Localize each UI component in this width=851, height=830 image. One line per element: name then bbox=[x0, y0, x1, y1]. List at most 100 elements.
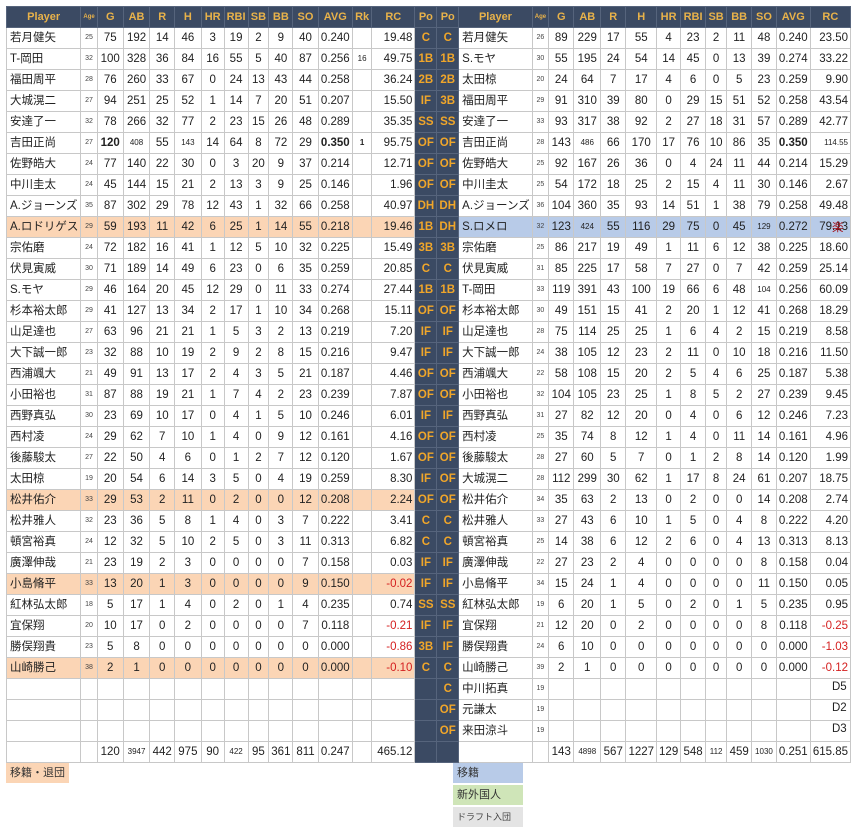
stat-g: 119 bbox=[548, 279, 575, 301]
stat-so: 8 bbox=[751, 552, 777, 574]
stat-h: 67 bbox=[174, 69, 202, 91]
stat-rc: 8.30 bbox=[371, 468, 416, 490]
column-header: RC bbox=[809, 6, 851, 28]
position-right: OF bbox=[436, 699, 460, 721]
stat-rc: 4.16 bbox=[371, 426, 416, 448]
player-age: 31 bbox=[531, 258, 550, 280]
table-row: 山崎勝己 38 2 1 0 0 0 0 0 0 0 0.000 -0.10 C C 山崎勝己 39 2 1 0 0 0 0 0… bbox=[5, 657, 851, 679]
stat-rbi: 76 bbox=[680, 132, 706, 154]
stat-ab: 105 bbox=[573, 384, 602, 406]
player-name: 紅林弘太郎 bbox=[458, 594, 533, 616]
player-name: 福田周平 bbox=[458, 90, 533, 112]
stat-sb bbox=[247, 678, 270, 700]
stat-sb: 0 bbox=[704, 342, 728, 364]
stat-bb: 12 bbox=[726, 237, 753, 259]
stat-avg: 0.118 bbox=[775, 615, 811, 637]
stat-rc: 15.11 bbox=[371, 300, 416, 322]
stat-sb: 1 bbox=[247, 300, 270, 322]
stat-rbi: 43 bbox=[223, 195, 249, 217]
stat-ab: 193 bbox=[122, 216, 151, 238]
table-row: 廣澤伸哉 21 23 19 2 3 0 0 0 0 7 0.158 0.03 IF IF 廣澤伸哉 22 27 23… bbox=[5, 552, 851, 574]
stat-rk bbox=[352, 69, 373, 91]
stat-hr: 4 bbox=[656, 27, 682, 49]
stat-rbi: 0 bbox=[680, 552, 706, 574]
stat-rc: 6.82 bbox=[371, 531, 416, 553]
stat-avg: 0.258 bbox=[775, 90, 811, 112]
stat-so: 52 bbox=[751, 90, 777, 112]
stat-h bbox=[625, 699, 658, 721]
stat-so: 39 bbox=[751, 48, 777, 70]
stat-g: 32 bbox=[96, 342, 124, 364]
stat-rbi: 4 bbox=[680, 153, 706, 175]
stat-bb: 8 bbox=[726, 447, 753, 469]
stat-avg: 0.146 bbox=[317, 174, 354, 196]
stat-rbi: 19 bbox=[223, 27, 249, 49]
stat-h: 49 bbox=[625, 237, 658, 259]
stat-rc: 1.67 bbox=[371, 447, 416, 469]
player-age: 31 bbox=[531, 405, 550, 427]
player-age: 22 bbox=[531, 552, 550, 574]
stat-so: 23 bbox=[292, 384, 319, 406]
player-age: 29 bbox=[80, 279, 98, 301]
stat-ab: 217 bbox=[573, 237, 602, 259]
stat-ab: 114 bbox=[573, 321, 602, 343]
stat-rk bbox=[352, 342, 373, 364]
stat-bb: 7 bbox=[726, 258, 753, 280]
stat-rc: 49.48 bbox=[809, 195, 851, 217]
stat-so: 42 bbox=[751, 258, 777, 280]
stat-so: 0 bbox=[292, 657, 319, 679]
stat-r: 14 bbox=[149, 258, 176, 280]
stat-sb: 4 bbox=[247, 384, 270, 406]
stat-rc: 1.96 bbox=[371, 174, 416, 196]
stat-r bbox=[149, 678, 176, 700]
stat-rbi: 11 bbox=[680, 237, 706, 259]
table-row: 松井佑介 33 29 53 2 11 0 2 0 0 12 0.208 2.24 OF OF 松井佑介 34 35… bbox=[5, 489, 851, 511]
stat-r bbox=[600, 699, 627, 721]
stat-avg: 0.187 bbox=[775, 363, 811, 385]
stat-h: 20 bbox=[625, 363, 658, 385]
player-name: 中川圭太 bbox=[458, 174, 533, 196]
stat-rc: 18.75 bbox=[809, 468, 851, 490]
stat-ab: 62 bbox=[122, 426, 151, 448]
stat-bb: 5 bbox=[268, 363, 294, 385]
column-header: SB bbox=[247, 6, 270, 28]
player-name: 廣澤伸哉 bbox=[458, 552, 533, 574]
stat-avg: 0.313 bbox=[775, 531, 811, 553]
stat-rbi: 64 bbox=[223, 132, 249, 154]
stat-avg: 0.000 bbox=[775, 636, 811, 658]
player-name: 山崎勝己 bbox=[5, 657, 82, 679]
table-row: S.モヤ 29 46 164 20 45 12 29 0 11 33 0.274 27.44 1B 1B T-… bbox=[5, 279, 851, 301]
stat-h: 21 bbox=[174, 174, 202, 196]
player-age: 22 bbox=[531, 363, 550, 385]
player-name: 頓宮裕真 bbox=[458, 531, 533, 553]
stat-r: 25 bbox=[600, 321, 627, 343]
stat-h: 6 bbox=[174, 447, 202, 469]
total-g: 120 bbox=[96, 741, 124, 763]
stat-so bbox=[292, 678, 319, 700]
stat-h: 8 bbox=[174, 510, 202, 532]
stat-g: 46 bbox=[96, 279, 124, 301]
player-age: 32 bbox=[80, 510, 98, 532]
stat-bb: 2 bbox=[726, 321, 753, 343]
position-left: IF bbox=[414, 615, 438, 637]
stat-h: 4 bbox=[625, 573, 658, 595]
stat-r: 32 bbox=[149, 111, 176, 133]
stat-bb: 26 bbox=[268, 111, 294, 133]
stat-so: 61 bbox=[751, 468, 777, 490]
total-bb: 459 bbox=[726, 741, 753, 763]
stat-rk bbox=[352, 699, 373, 721]
table-row: 西浦颯大 21 49 91 13 17 2 4 3 5 21 0.187 4.46 OF OF 西浦颯大 22 5… bbox=[5, 363, 851, 385]
stat-sb: 0 bbox=[704, 657, 728, 679]
stat-h: 30 bbox=[174, 153, 202, 175]
stat-bb: 9 bbox=[268, 27, 294, 49]
stat-g: 38 bbox=[548, 342, 575, 364]
stat-bb: 1 bbox=[268, 594, 294, 616]
stat-so: 25 bbox=[751, 363, 777, 385]
player-name: T-岡田 bbox=[5, 48, 82, 70]
stat-bb: 11 bbox=[726, 27, 753, 49]
stat-hr: 1 bbox=[200, 426, 225, 448]
player-age: 23 bbox=[80, 636, 98, 658]
table-row: 小田裕也 31 87 88 19 21 1 7 4 2 23 0.239 7.87 OF OF 小田裕也 32 1… bbox=[5, 384, 851, 406]
stat-g: 14 bbox=[548, 531, 575, 553]
total-sb: 95 bbox=[247, 741, 270, 763]
